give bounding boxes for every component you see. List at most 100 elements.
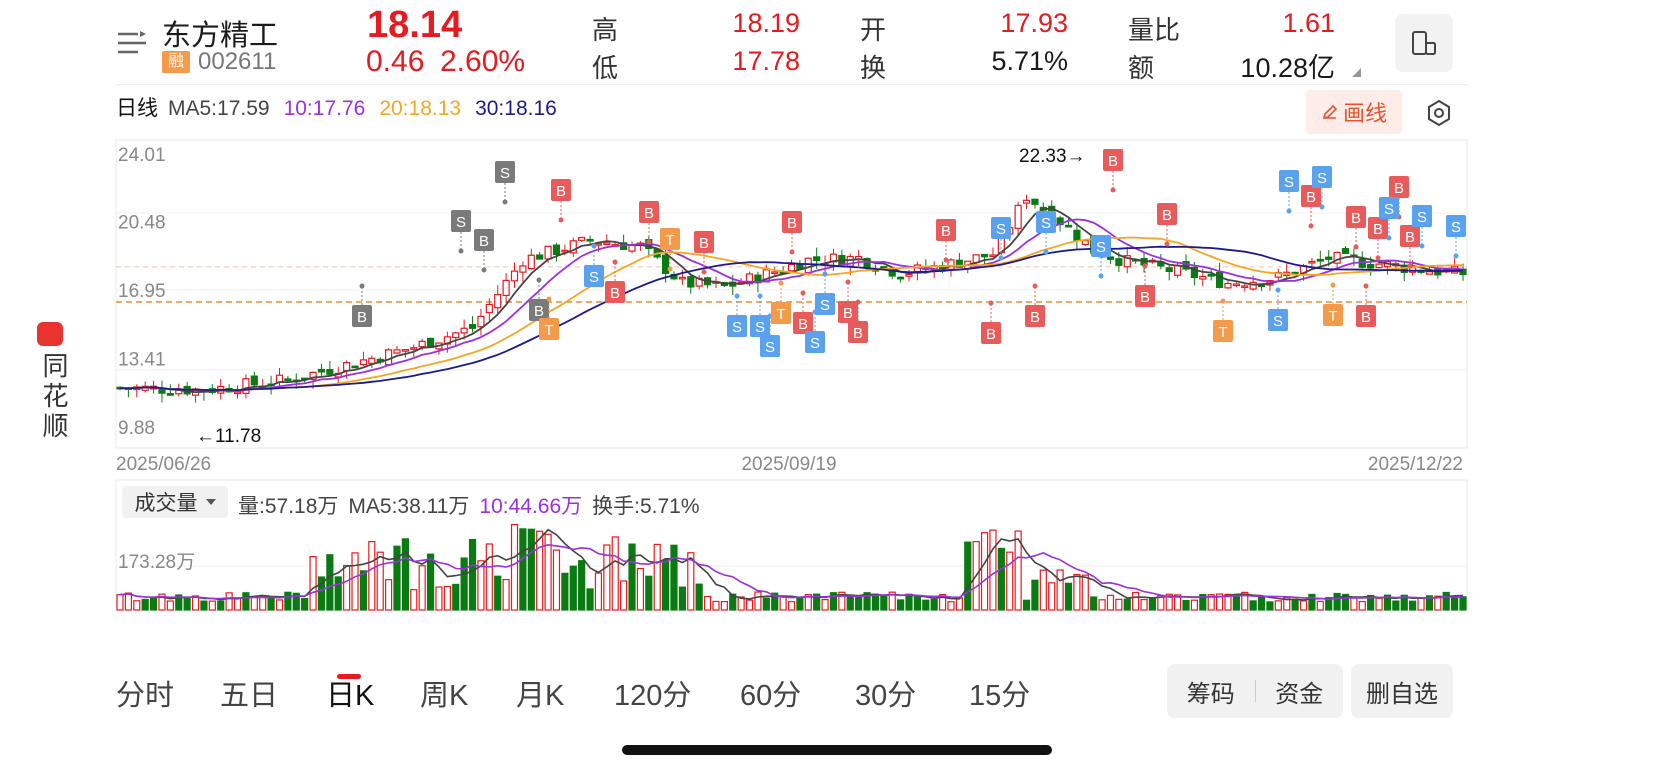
- signal-dot: [778, 280, 784, 286]
- signal-dot: [1353, 244, 1359, 250]
- volume-bar-down: [846, 595, 854, 611]
- tab-daily-k[interactable]: 日K: [326, 680, 375, 712]
- expand-corner-icon[interactable]: [1352, 68, 1361, 77]
- signal-letter: S: [732, 319, 742, 336]
- volume-bar-up: [712, 600, 720, 611]
- y-tick-label: 16.95: [118, 281, 166, 302]
- signal-t-marker: T: [771, 280, 791, 324]
- volume-bar-up: [1215, 593, 1224, 611]
- settings-icon[interactable]: [1424, 98, 1454, 128]
- volume-bar-down: [317, 576, 326, 611]
- volume-bar-up: [603, 544, 611, 611]
- y-tick-label: 13.41: [118, 350, 166, 371]
- signal-badge: [605, 281, 625, 303]
- signal-b-marker: B: [551, 179, 571, 223]
- volume-bar-up: [938, 594, 947, 611]
- tab-120min[interactable]: 120分: [614, 680, 692, 712]
- funds-button[interactable]: 资金: [1275, 680, 1324, 708]
- volume-bar-down: [1308, 593, 1316, 611]
- candle-down: [536, 254, 544, 260]
- volume-bar-down: [645, 575, 653, 611]
- signal-badge: [1213, 320, 1233, 342]
- signal-s-marker: S: [1312, 166, 1332, 210]
- volume-bar-up: [1316, 600, 1324, 611]
- volume-ma10: 10:44.66万: [479, 495, 583, 518]
- x-tick-label: 2025/06/26: [116, 454, 211, 475]
- candle-down: [1325, 256, 1333, 260]
- volume-indicator-select[interactable]: 成交量: [122, 486, 228, 518]
- signal-badge: [838, 301, 858, 323]
- landscape-toggle-button[interactable]: [1395, 14, 1453, 72]
- signal-b-marker: B: [936, 219, 956, 263]
- volume-bar-down: [829, 592, 838, 611]
- candle-down: [166, 393, 174, 396]
- signal-badge: [474, 229, 494, 251]
- menu-icon[interactable]: [116, 30, 148, 56]
- signal-letter: B: [556, 183, 566, 200]
- volume-bar-down: [922, 599, 930, 611]
- signal-badge: [639, 201, 659, 223]
- volume-ma5-line: [119, 528, 1464, 601]
- candle-down: [813, 256, 821, 262]
- candle-down: [250, 375, 258, 386]
- volume-bar-down: [1064, 582, 1073, 611]
- price-change: 0.46: [366, 45, 425, 78]
- signal-badge: [805, 331, 825, 353]
- signal-dot: [1286, 208, 1292, 214]
- signal-badge: [750, 315, 770, 337]
- signal-letter: S: [1096, 239, 1106, 256]
- volume-bar-up: [351, 552, 359, 611]
- tab-60min[interactable]: 60分: [740, 680, 802, 712]
- volume-bar-up: [1048, 582, 1056, 611]
- tab-intraday[interactable]: 分时: [116, 680, 175, 712]
- high-label: 高: [592, 15, 619, 45]
- signal-dot: [757, 293, 763, 299]
- signal-badge: [551, 179, 571, 201]
- ma5-value: MA5:17.59: [168, 97, 270, 120]
- caret-down-icon: [205, 499, 216, 505]
- candle-up: [452, 332, 460, 339]
- tab-30min[interactable]: 30分: [855, 680, 917, 712]
- tab-weekly-k[interactable]: 周K: [420, 680, 469, 712]
- signal-b-marker: B: [793, 290, 813, 334]
- volume-bar-up: [1299, 600, 1308, 611]
- signal-dot: [800, 290, 806, 296]
- signal-dot: [1419, 243, 1425, 249]
- candle-up: [561, 249, 569, 253]
- signal-letter: B: [1351, 210, 1361, 227]
- signal-dot: [1330, 282, 1336, 288]
- tab-monthly-k[interactable]: 月K: [516, 680, 565, 712]
- signal-badge: [1379, 197, 1399, 219]
- tab-five-day[interactable]: 五日: [220, 680, 279, 712]
- volume-bar-up: [208, 600, 216, 611]
- remove-watchlist-button[interactable]: 删自选: [1351, 664, 1453, 718]
- candle-up: [1199, 275, 1207, 280]
- low-annotation: ←11.78: [196, 426, 261, 447]
- volume-bar-down: [561, 572, 569, 611]
- volume-axis-label: 173.28万: [118, 552, 195, 573]
- signal-b-marker: B: [1025, 283, 1045, 327]
- volume-value: 量:57.18万: [238, 495, 339, 518]
- volume-bar-up: [779, 596, 787, 611]
- volume-bar-down: [1442, 591, 1450, 611]
- volume-bar-down: [284, 591, 292, 611]
- candle-up: [1375, 263, 1383, 269]
- volume-bar-down: [1148, 598, 1157, 611]
- candle-down: [552, 244, 561, 256]
- home-indicator[interactable]: [622, 745, 1052, 755]
- candle-up: [1022, 199, 1031, 204]
- signal-letter: S: [1273, 313, 1283, 330]
- tab-15min[interactable]: 15分: [969, 680, 1031, 712]
- volume-bar-down: [1459, 596, 1467, 611]
- signal-badge: [1268, 309, 1288, 331]
- signal-s-marker: S: [1446, 215, 1466, 259]
- volume-bar-down: [1451, 595, 1459, 611]
- volume-bar-up: [1165, 593, 1173, 611]
- volume-bar-up: [947, 601, 955, 611]
- candle-up: [1425, 271, 1434, 275]
- chips-button[interactable]: 筹码: [1186, 680, 1235, 708]
- draw-line-button[interactable]: 画线: [1306, 90, 1402, 134]
- y-tick-label: 24.01: [118, 145, 166, 166]
- signal-dot: [458, 248, 464, 254]
